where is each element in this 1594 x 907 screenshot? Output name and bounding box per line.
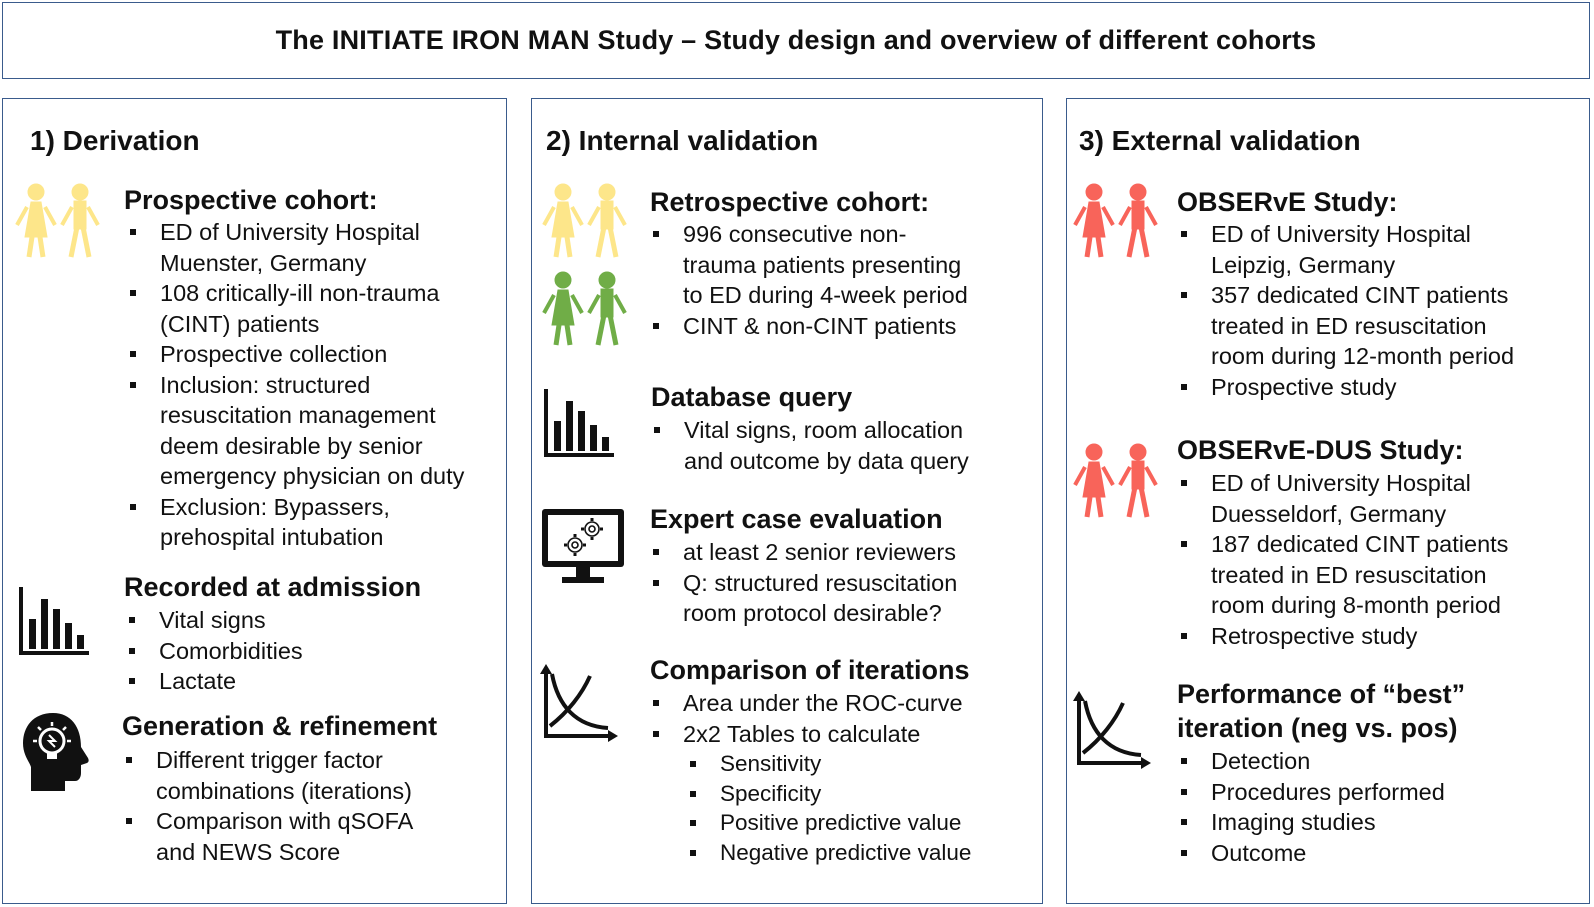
expert-case-evaluation-list: at least 2 senior reviewers Q: structure… — [649, 537, 957, 629]
derivation-heading: 1) Derivation — [30, 125, 200, 156]
list-item: Inclusion: structured resuscitation manag… — [126, 370, 464, 492]
list-item: Different trigger factor combinations (it… — [122, 745, 413, 806]
comparison-iterations-heading: Comparison of iterations — [650, 655, 970, 685]
list-item: Outcome — [1177, 838, 1445, 869]
list-item: Retrospective study — [1177, 621, 1508, 652]
list-item: Vital signs, room allocation and outcome … — [650, 415, 969, 476]
database-query-list: Vital signs, room allocation and outcome … — [650, 415, 969, 476]
diagram-title: The INITIATE IRON MAN Study – Study desi… — [275, 25, 1317, 55]
performance-list: Detection Procedures performed Imaging s… — [1177, 746, 1445, 868]
list-item: ED of University Hospital Leipzig, German… — [1177, 219, 1514, 280]
prospective-cohort-heading: Prospective cohort: — [124, 185, 378, 215]
list-item: Prospective collection — [126, 339, 464, 370]
list-item: ED of University Hospital Muenster, Germa… — [126, 217, 464, 278]
generation-refinement-list: Different trigger factor combinations (it… — [122, 745, 413, 867]
recorded-admission-heading: Recorded at admission — [124, 572, 422, 602]
list-item: 357 dedicated CINT patients treated in ED… — [1177, 280, 1514, 372]
bar-chart-icon — [544, 389, 614, 457]
observe-study-list: ED of University Hospital Leipzig, German… — [1177, 219, 1514, 402]
people-red-icon — [1073, 443, 1158, 518]
list-item: 187 dedicated CINT patients treated in ED… — [1177, 529, 1508, 621]
decay-curve-icon — [540, 664, 618, 742]
external-validation-panel: 3) External validation OBSERvE Study: ED… — [1066, 98, 1590, 904]
list-item: at least 2 senior reviewers — [649, 537, 957, 568]
list-item: Imaging studies — [1177, 807, 1445, 838]
head-lightbulb-icon — [23, 713, 89, 791]
list-item: ED of University Hospital Duesseldorf, Ge… — [1177, 468, 1508, 529]
list-item: Prospective study — [1177, 372, 1514, 403]
list-item: 996 consecutive non-trauma patients pres… — [649, 219, 968, 311]
title-box: The INITIATE IRON MAN Study – Study desi… — [2, 2, 1590, 79]
list-item: Procedures performed — [1177, 777, 1445, 808]
bar-chart-icon — [19, 587, 89, 655]
list-item: Negative predictive value — [686, 838, 971, 868]
people-red-icon — [1073, 183, 1158, 258]
observe-dus-study-heading: OBSERvE-DUS Study: — [1177, 435, 1464, 465]
retrospective-cohort-heading: Retrospective cohort: — [650, 187, 930, 217]
list-item: Sensitivity — [686, 749, 971, 779]
observe-dus-study-list: ED of University Hospital Duesseldorf, Ge… — [1177, 468, 1508, 651]
list-item: Detection — [1177, 746, 1445, 777]
performance-heading: Performance of “best” iteration (neg vs.… — [1177, 679, 1466, 743]
list-item: Vital signs — [125, 605, 303, 636]
recorded-admission-list: Vital signs Comorbidities Lactate — [125, 605, 303, 697]
list-item: 2x2 Tables to calculate — [649, 719, 963, 750]
people-yellow-icon — [542, 183, 627, 258]
generation-refinement-heading: Generation & refinement — [122, 711, 438, 741]
people-yellow-icon — [15, 183, 100, 258]
list-item: Exclusion: Bypassers, prehospital intubat… — [126, 492, 464, 553]
expert-case-evaluation-heading: Expert case evaluation — [650, 504, 943, 534]
list-item: Specificity — [686, 779, 971, 809]
decay-curve-icon — [1073, 691, 1151, 769]
people-green-icon — [542, 271, 627, 346]
prospective-cohort-list: ED of University Hospital Muenster, Germa… — [126, 217, 464, 553]
observe-study-heading: OBSERvE Study: — [1177, 187, 1398, 217]
list-item: Comorbidities — [125, 636, 303, 667]
comparison-metrics-list: Sensitivity Specificity Positive predict… — [686, 749, 971, 867]
monitor-gears-icon — [542, 509, 624, 583]
list-item: Positive predictive value — [686, 808, 971, 838]
list-item: Area under the ROC-curve — [649, 688, 963, 719]
list-item: CINT & non-CINT patients — [649, 311, 968, 342]
derivation-panel: 1) Derivation Prospective cohort: ED of … — [2, 98, 507, 904]
list-item: 108 critically-ill non-trauma (CINT) pati… — [126, 278, 464, 339]
comparison-iterations-list: Area under the ROC-curve 2x2 Tables to c… — [649, 688, 963, 749]
list-item: Lactate — [125, 666, 303, 697]
internal-validation-panel: 2) Internal validation — [531, 98, 1043, 904]
external-validation-heading: 3) External validation — [1079, 125, 1361, 156]
retrospective-cohort-list: 996 consecutive non-trauma patients pres… — [649, 219, 968, 341]
internal-validation-heading: 2) Internal validation — [546, 125, 819, 156]
list-item: Comparison with qSOFA and NEWS Score — [122, 806, 413, 867]
database-query-heading: Database query — [651, 382, 853, 412]
list-item: Q: structured resuscitation room protocol… — [649, 568, 957, 629]
